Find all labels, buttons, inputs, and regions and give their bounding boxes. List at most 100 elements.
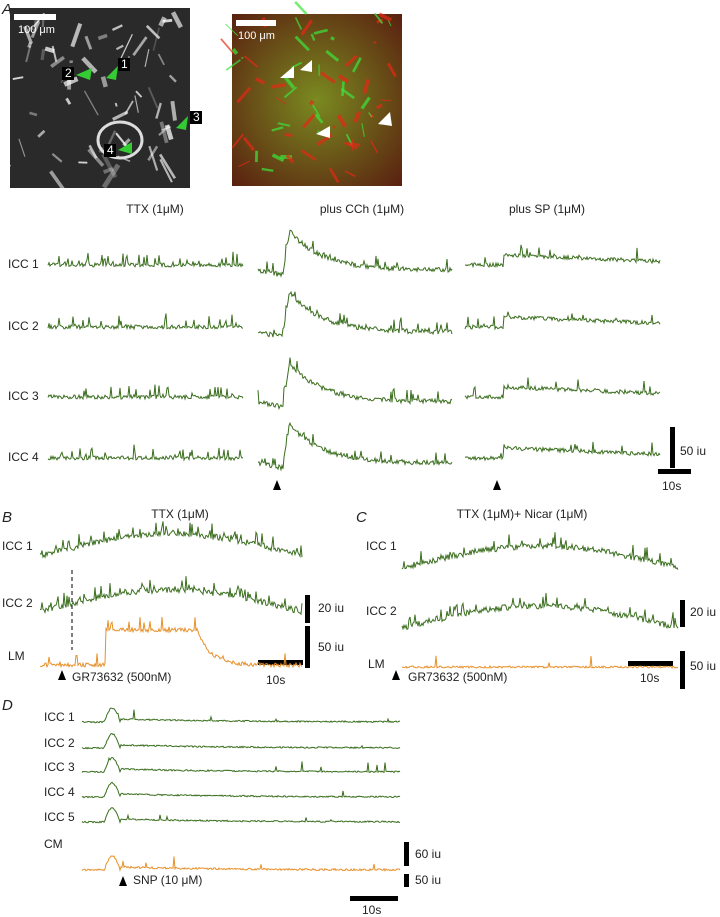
- texture: [283, 75, 296, 90]
- texture: [112, 110, 129, 121]
- texture: [243, 55, 259, 68]
- texture: [97, 33, 108, 41]
- texture: [319, 71, 336, 84]
- texture: [220, 38, 235, 55]
- trace: [257, 357, 453, 411]
- scale-bar: [14, 14, 56, 20]
- texture: [70, 22, 83, 48]
- trace: [257, 421, 453, 472]
- trace: [81, 756, 401, 774]
- texture: [114, 102, 118, 107]
- texture: [302, 113, 316, 129]
- trace: [39, 521, 303, 559]
- texture: [375, 103, 383, 110]
- cell-number: 4: [107, 143, 114, 157]
- micrograph-grey: [2, 8, 190, 191]
- texture: [294, 17, 303, 30]
- texture: [134, 95, 139, 113]
- texture: [344, 141, 358, 150]
- scale-bar: [680, 600, 685, 627]
- texture: [387, 20, 392, 27]
- texture: [115, 132, 129, 149]
- trace: [47, 384, 244, 401]
- texture: [49, 170, 65, 191]
- row-label: LM: [8, 649, 25, 663]
- texture: [242, 136, 255, 152]
- trace: [401, 655, 679, 669]
- row-label: ICC 1: [8, 257, 39, 271]
- row-label: LM: [368, 657, 385, 671]
- texture: [344, 170, 356, 178]
- panel-label: A: [1, 1, 12, 18]
- scale-label: 10s: [640, 671, 659, 685]
- texture: [157, 53, 165, 66]
- texture: [25, 45, 32, 63]
- column-title: plus SP (1μM): [509, 202, 585, 216]
- panel-title: TTX (1μM)+ Nicar (1μM): [457, 507, 588, 521]
- texture: [353, 111, 362, 123]
- trace: [81, 781, 401, 799]
- trace: [39, 576, 303, 616]
- texture: [12, 76, 24, 81]
- texture: [380, 99, 392, 102]
- panel-label: C: [356, 509, 367, 526]
- texture: [261, 167, 274, 172]
- texture: [84, 35, 93, 50]
- texture: [369, 140, 379, 154]
- column-title: TTX (1μM): [126, 202, 184, 216]
- trace: [401, 532, 679, 570]
- row-label: ICC 2: [2, 596, 33, 610]
- arrowhead: [392, 670, 400, 680]
- scale-bar: [658, 469, 691, 474]
- arrowhead: [493, 480, 501, 490]
- texture: [373, 12, 384, 25]
- texture: [111, 24, 123, 32]
- scale-label: 100 μm: [18, 24, 55, 36]
- texture: [368, 112, 373, 118]
- texture: [159, 121, 169, 144]
- row-label: ICC 2: [366, 604, 397, 618]
- trace: [81, 733, 401, 750]
- trace: [464, 441, 661, 462]
- column-title: plus CCh (1μM): [320, 202, 404, 216]
- scale-label: 20 iu: [318, 601, 344, 615]
- trace: [257, 229, 453, 278]
- scale-bar: [628, 661, 673, 666]
- texture: [336, 114, 347, 128]
- texture: [346, 142, 361, 147]
- texture: [159, 158, 173, 183]
- trace: [47, 251, 244, 269]
- row-label: ICC 2: [44, 736, 75, 750]
- trace: [464, 244, 661, 269]
- cell-number: 3: [193, 110, 200, 124]
- texture: [147, 145, 159, 162]
- texture: [275, 97, 287, 105]
- texture: [161, 126, 172, 131]
- texture: [152, 27, 160, 51]
- texture: [238, 160, 250, 168]
- texture: [325, 49, 340, 62]
- row-label: CM: [44, 837, 63, 851]
- scale-label: 100 μm: [238, 30, 275, 42]
- scale-label: 20 iu: [690, 605, 716, 619]
- texture: [344, 54, 358, 67]
- texture: [294, 35, 310, 52]
- texture: [310, 33, 316, 41]
- micrograph-color: [220, 0, 402, 186]
- trace: [81, 855, 401, 872]
- texture: [81, 56, 98, 74]
- scale-bar: [404, 842, 409, 866]
- texture: [101, 153, 118, 179]
- scale-bar: [404, 874, 409, 887]
- stimulus-label: SNP (10 μM): [133, 873, 202, 887]
- trace: [464, 311, 661, 331]
- texture: [341, 81, 345, 97]
- panel-label: B: [2, 509, 12, 526]
- row-label: ICC 1: [366, 539, 397, 553]
- texture: [50, 55, 65, 68]
- texture: [277, 122, 291, 127]
- texture: [283, 86, 298, 99]
- row-label: ICC 3: [8, 389, 39, 403]
- trace: [401, 593, 679, 631]
- texture: [30, 20, 41, 39]
